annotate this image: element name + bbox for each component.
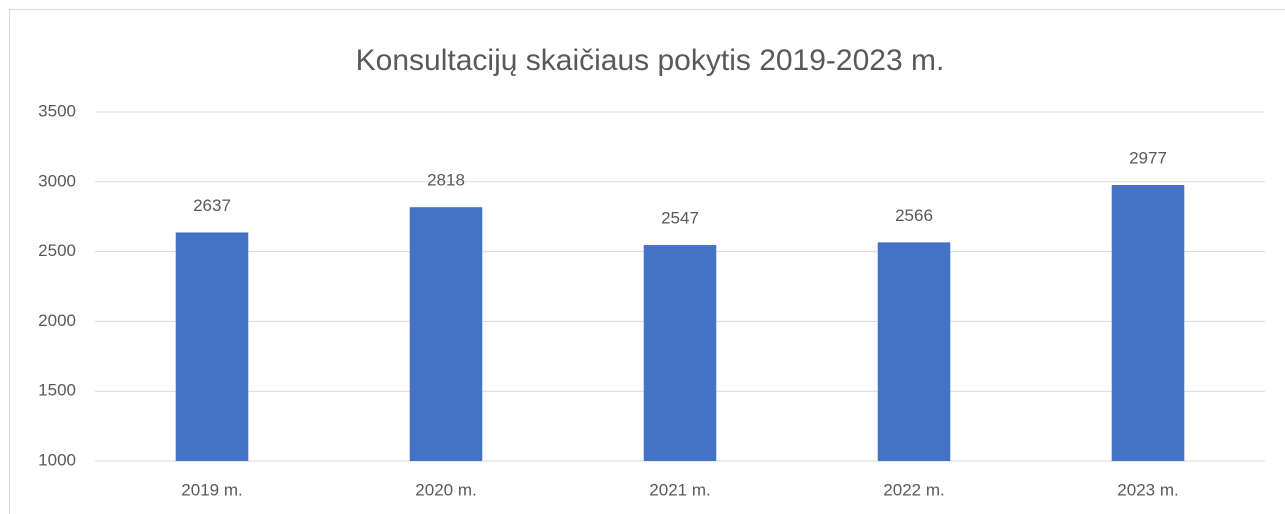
x-tick-label: 2020 m. [415, 480, 476, 499]
bar [409, 207, 483, 461]
y-tick-label: 1000 [38, 450, 76, 469]
y-tick-label: 1500 [38, 381, 76, 400]
data-label: 2566 [895, 206, 933, 225]
bar [643, 245, 717, 461]
x-tick-label: 2023 m. [1117, 480, 1178, 499]
y-tick-label: 3000 [38, 171, 76, 190]
bar [1111, 185, 1185, 461]
data-label: 2977 [1129, 148, 1167, 167]
x-tick-label: 2022 m. [883, 480, 944, 499]
y-tick-label: 2000 [38, 311, 76, 330]
data-label: 2547 [661, 209, 699, 228]
data-label: 2818 [427, 171, 465, 190]
data-label: 2637 [193, 196, 231, 215]
chart-title: Konsultacijų skaičiaus pokytis 2019-2023… [356, 44, 945, 77]
bar [877, 242, 951, 461]
x-tick-label: 2019 m. [181, 480, 242, 499]
x-tick-label: 2021 m. [649, 480, 710, 499]
bar [175, 232, 249, 461]
y-tick-label: 3500 [38, 101, 76, 120]
y-tick-label: 2500 [38, 241, 76, 260]
